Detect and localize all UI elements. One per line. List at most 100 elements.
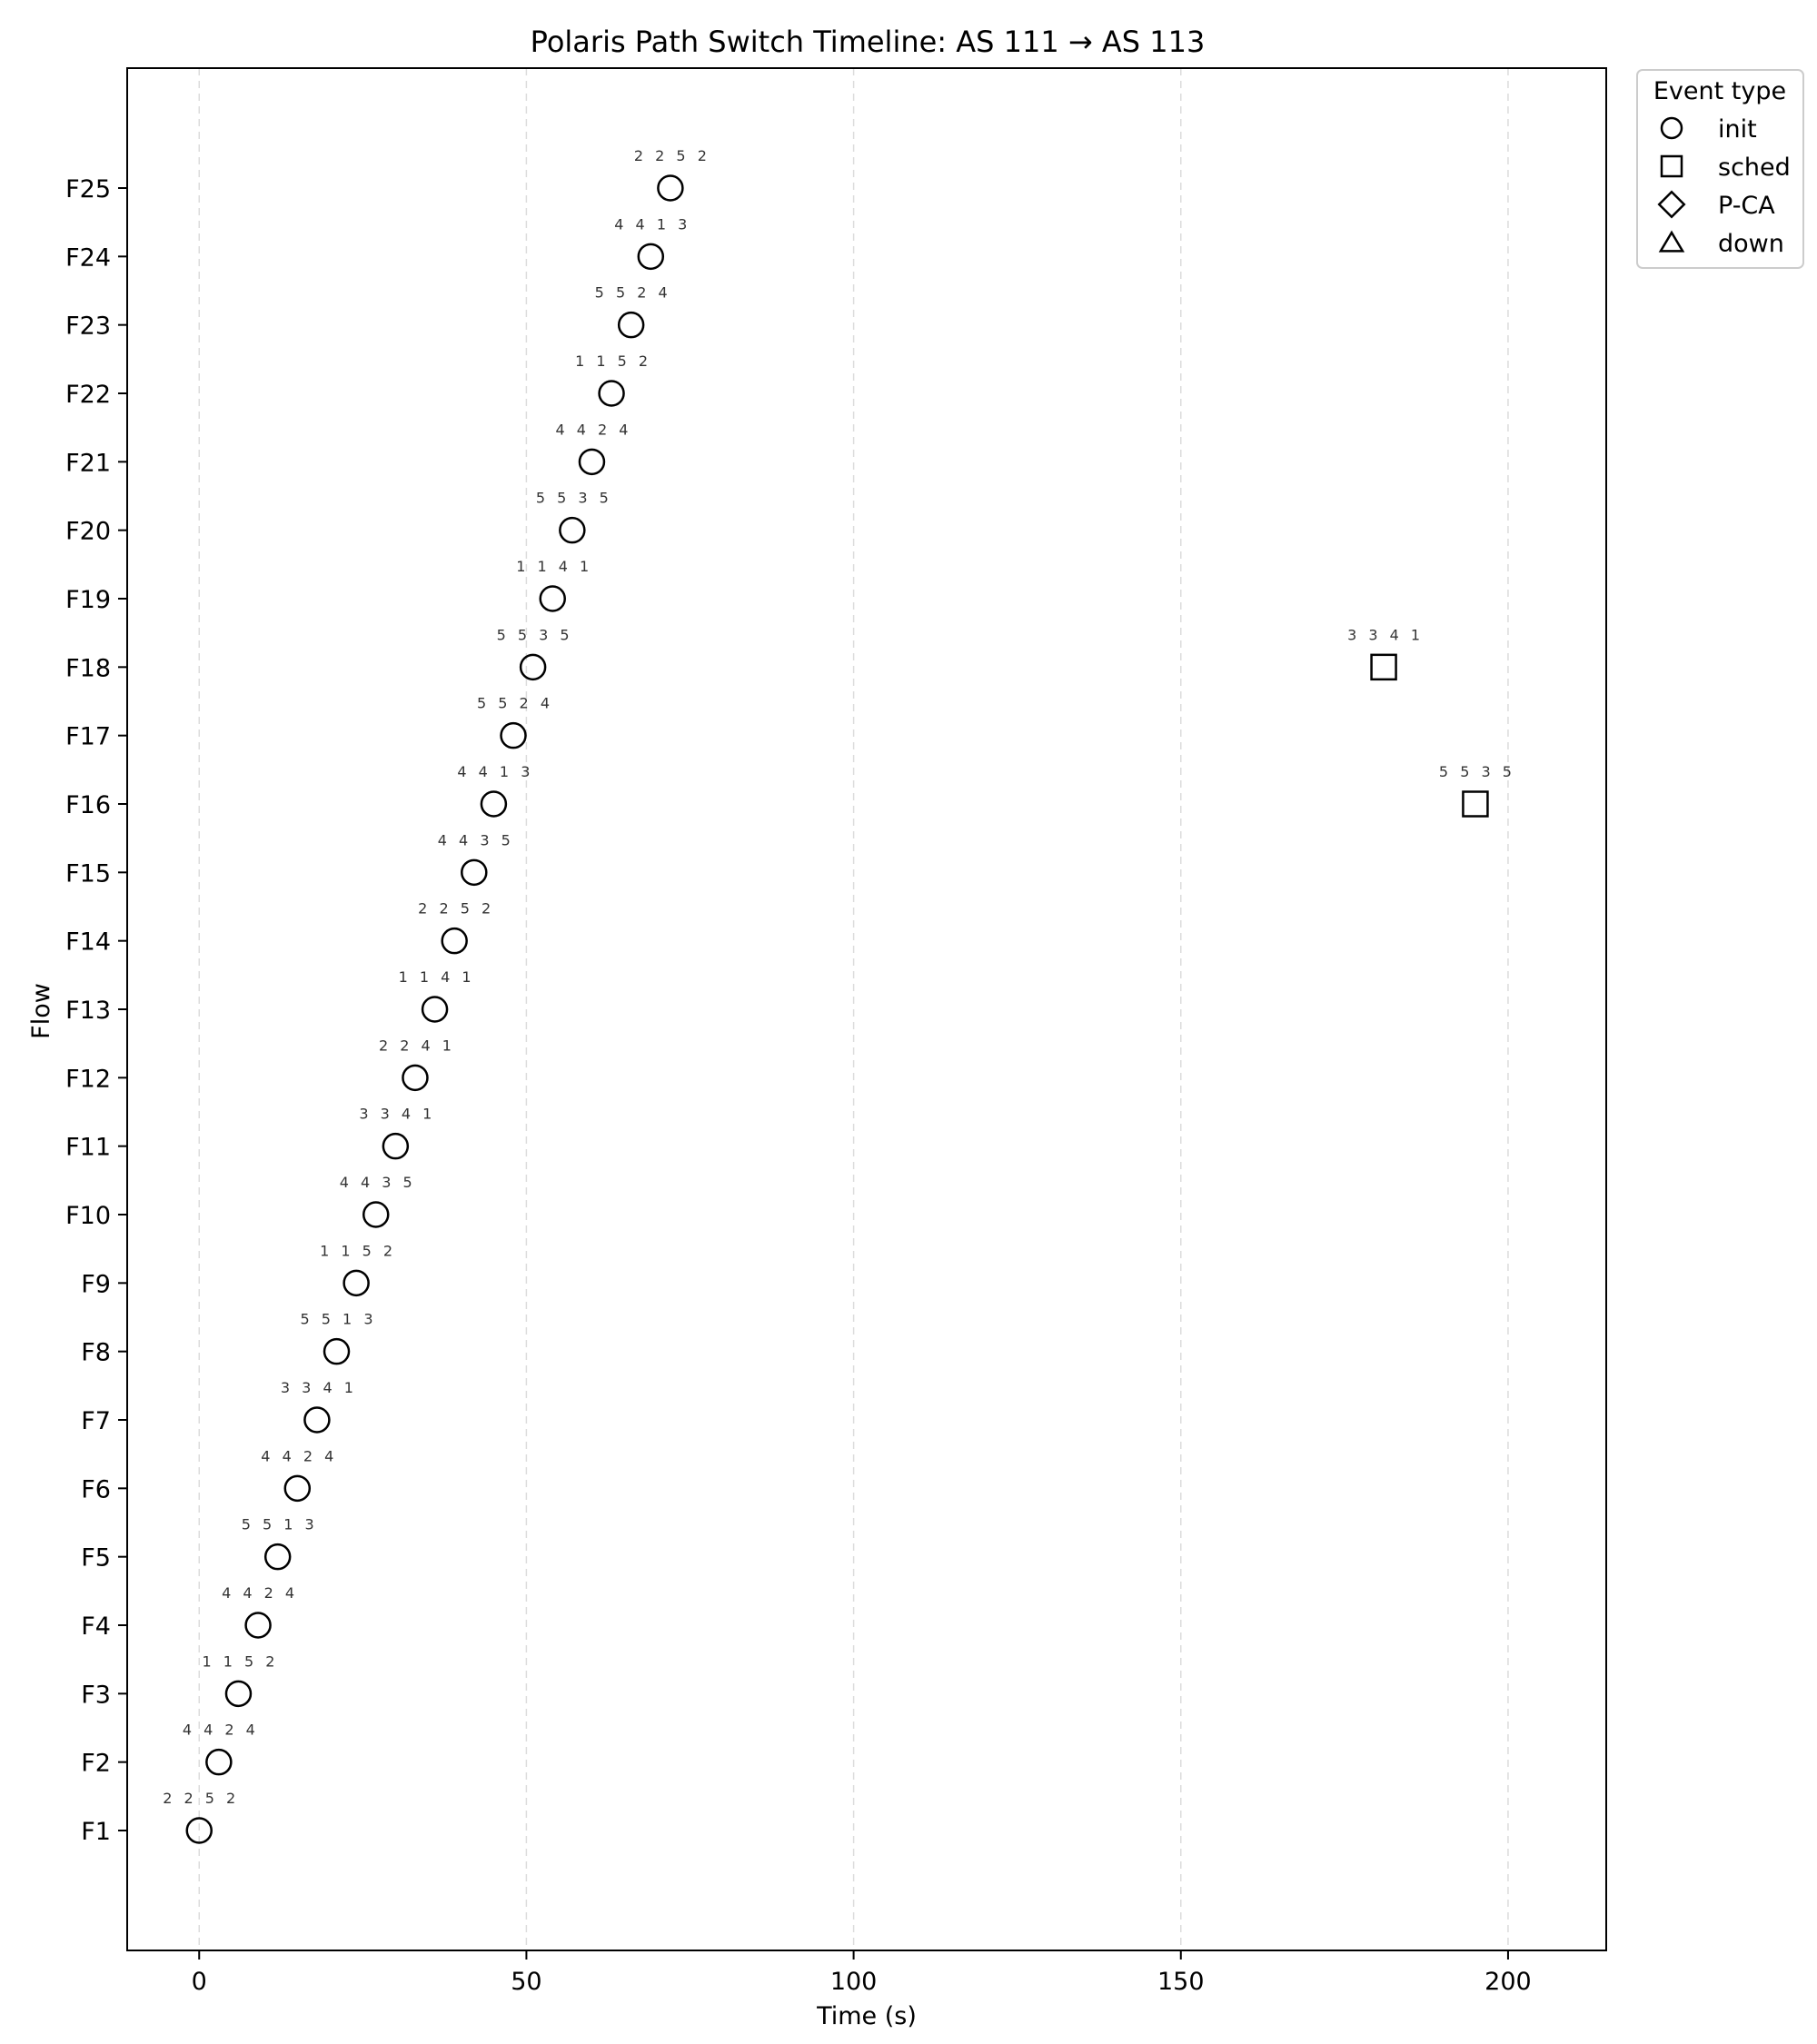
init-point xyxy=(578,448,606,476)
point-label: 5 5 2 4 xyxy=(477,695,553,712)
point-label: 4 4 1 3 xyxy=(457,763,533,780)
init-point xyxy=(283,1474,312,1503)
data-points: 2 2 5 2 4 4 2 4 1 1 5 2 4 4 2 4 5 5 1 3 4 4 2… xyxy=(163,147,1515,1844)
legend-entry-label: init xyxy=(1718,115,1757,144)
init-point xyxy=(323,1337,351,1365)
y-tick-label: F25 xyxy=(65,175,111,203)
y-tick-label: F22 xyxy=(65,381,111,409)
y-tick-label: F14 xyxy=(65,928,111,957)
legend-title: Event type xyxy=(1653,77,1786,105)
point-label: 1 1 5 2 xyxy=(202,1652,278,1670)
init-point xyxy=(402,1064,429,1092)
init-point xyxy=(500,721,527,749)
point-label: 2 2 4 1 xyxy=(379,1037,455,1054)
init-point xyxy=(244,1612,272,1639)
point-label: 2 2 5 2 xyxy=(634,147,710,164)
y-tick-label: F2 xyxy=(81,1750,111,1778)
y-tick-label: F11 xyxy=(65,1134,111,1162)
init-point xyxy=(519,653,547,681)
point-label: 4 4 2 4 xyxy=(183,1722,259,1739)
init-point xyxy=(559,516,586,544)
point-label: 1 1 4 1 xyxy=(399,968,475,986)
init-point xyxy=(303,1406,331,1434)
point-label: 5 5 1 3 xyxy=(242,1516,318,1533)
x-tick-label: 100 xyxy=(830,1968,878,1996)
point-label: 4 4 1 3 xyxy=(614,215,690,233)
point-label: 3 3 4 1 xyxy=(1347,626,1424,643)
init-point xyxy=(382,1132,410,1160)
init-point xyxy=(441,927,468,955)
init-point xyxy=(657,174,684,202)
point-label: 1 1 5 2 xyxy=(575,352,651,370)
y-tick-label: F19 xyxy=(65,586,111,614)
y-tick-label: F1 xyxy=(81,1818,111,1846)
point-label: 3 3 4 1 xyxy=(359,1106,435,1123)
y-tick-label: F17 xyxy=(65,723,111,751)
y-tick-label: F15 xyxy=(65,859,111,888)
init-point xyxy=(539,585,566,612)
y-tick-label: F16 xyxy=(65,791,111,819)
init-point xyxy=(617,311,645,339)
legend-entry-label: down xyxy=(1718,230,1784,258)
grid xyxy=(198,68,1509,1950)
x-tick-label: 50 xyxy=(511,1968,541,1996)
legend-diamond-icon xyxy=(1657,190,1686,219)
x-axis-label: Time (s) xyxy=(816,2002,917,2030)
init-point xyxy=(480,790,508,818)
point-label: 3 3 4 1 xyxy=(281,1379,357,1396)
point-label: 5 5 3 5 xyxy=(497,626,573,643)
legend-square-icon xyxy=(1660,154,1683,178)
point-label: 4 4 2 4 xyxy=(555,421,631,438)
point-label: 5 5 1 3 xyxy=(301,1311,377,1328)
init-point xyxy=(362,1201,390,1228)
init-point xyxy=(343,1269,370,1297)
init-point xyxy=(421,996,449,1023)
y-tick-label: F7 xyxy=(81,1407,111,1435)
point-label: 4 4 3 5 xyxy=(340,1174,416,1191)
y-tick-label: F9 xyxy=(81,1270,111,1298)
legend-triangle-icon xyxy=(1658,230,1685,253)
legend-circle-icon xyxy=(1660,116,1683,140)
point-label: 5 5 2 4 xyxy=(595,284,671,302)
y-axis-label: Flow xyxy=(27,983,55,1039)
y-tick-label: F5 xyxy=(81,1544,111,1573)
y-tick-label: F8 xyxy=(81,1339,111,1367)
init-point xyxy=(263,1543,292,1571)
x-tick-label: 0 xyxy=(192,1968,207,1996)
legend-entry-label: P-CA xyxy=(1718,192,1775,220)
sched-point xyxy=(1462,790,1489,818)
y-tick-label: F23 xyxy=(65,313,111,341)
x-tick-label: 200 xyxy=(1484,1968,1532,1996)
y-tick-label: F12 xyxy=(65,1065,111,1093)
y-tick-label: F6 xyxy=(81,1475,111,1503)
point-label: 5 5 3 5 xyxy=(1439,763,1515,780)
point-label: 4 4 2 4 xyxy=(261,1447,337,1464)
y-axis: F1 F2 F3 F4 F5 F6 F7 F8 F9 F10 F11 F12 F13 F14 F15 F16 F… xyxy=(65,175,127,1846)
y-tick-label: F13 xyxy=(65,997,111,1025)
x-tick-label: 150 xyxy=(1157,1968,1205,1996)
point-label: 2 2 5 2 xyxy=(163,1790,239,1807)
y-tick-label: F3 xyxy=(81,1681,111,1709)
point-label: 1 1 4 1 xyxy=(516,558,592,575)
y-tick-label: F24 xyxy=(65,243,111,272)
y-tick-label: F10 xyxy=(65,1202,111,1230)
point-label: 2 2 5 2 xyxy=(418,900,494,918)
init-point xyxy=(224,1680,253,1708)
plot-area xyxy=(126,67,1607,1951)
sched-point xyxy=(1370,653,1397,681)
point-label: 4 4 3 5 xyxy=(438,831,514,848)
y-tick-label: F20 xyxy=(65,518,111,546)
legend-entry-label: sched xyxy=(1718,154,1791,182)
y-tick-label: F18 xyxy=(65,654,111,682)
x-axis: 0 50 100 150 200 xyxy=(192,1950,1532,1996)
y-tick-label: F21 xyxy=(65,449,111,477)
point-label: 1 1 5 2 xyxy=(320,1242,396,1259)
init-point xyxy=(598,380,625,407)
init-point xyxy=(185,1817,213,1844)
legend: Event type init sched P-CA down xyxy=(1636,69,1804,269)
point-label: 5 5 3 5 xyxy=(536,490,612,507)
legend-box xyxy=(1636,69,1804,269)
point-label: 4 4 2 4 xyxy=(222,1584,298,1602)
y-tick-label: F4 xyxy=(81,1612,111,1641)
init-point xyxy=(461,858,488,887)
